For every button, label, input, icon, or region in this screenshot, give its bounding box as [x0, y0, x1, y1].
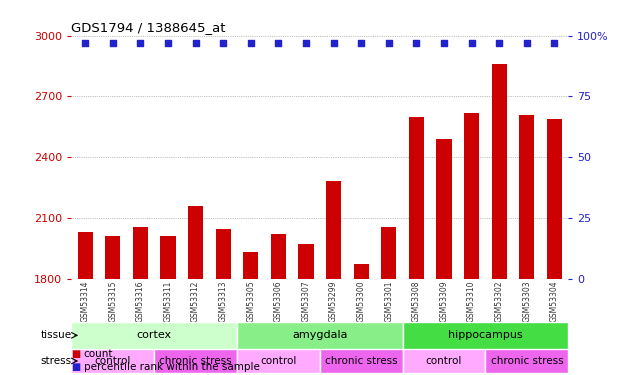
Text: control: control	[94, 356, 131, 366]
Text: hippocampus: hippocampus	[448, 330, 523, 340]
Bar	[320, 349, 402, 373]
Text: chronic stress: chronic stress	[325, 356, 397, 366]
Point	[218, 40, 228, 46]
Point	[550, 40, 560, 46]
Text: GSM53306: GSM53306	[274, 281, 283, 322]
Bar	[160, 236, 176, 279]
Text: ■: ■	[71, 362, 81, 372]
Text: chronic stress: chronic stress	[491, 356, 563, 366]
Bar	[486, 349, 568, 373]
Text: GSM53313: GSM53313	[219, 281, 228, 322]
Bar	[237, 322, 402, 349]
Point	[80, 40, 90, 46]
Bar	[133, 227, 148, 279]
Text: count: count	[84, 350, 114, 359]
Bar	[71, 349, 154, 373]
Point	[466, 40, 476, 46]
Point	[191, 40, 201, 46]
Text: percentile rank within the sample: percentile rank within the sample	[84, 362, 260, 372]
Text: GSM53311: GSM53311	[163, 281, 173, 322]
Bar	[105, 236, 120, 279]
Bar	[492, 64, 507, 279]
Bar	[547, 118, 562, 279]
Text: GSM53316: GSM53316	[136, 281, 145, 322]
Point	[329, 40, 338, 46]
Point	[439, 40, 449, 46]
Text: cortex: cortex	[137, 330, 172, 340]
Bar	[243, 252, 258, 279]
Text: GSM53304: GSM53304	[550, 281, 559, 322]
Bar	[326, 182, 341, 279]
Bar	[237, 349, 320, 373]
Text: control: control	[426, 356, 462, 366]
Text: tissue: tissue	[40, 330, 71, 340]
Text: chronic stress: chronic stress	[160, 356, 232, 366]
Point	[163, 40, 173, 46]
Point	[384, 40, 394, 46]
Bar	[215, 229, 231, 279]
Text: GSM53315: GSM53315	[108, 281, 117, 322]
Bar	[71, 322, 237, 349]
Bar	[188, 206, 203, 279]
Text: GSM53307: GSM53307	[302, 281, 310, 322]
Text: control: control	[260, 356, 297, 366]
Point	[356, 40, 366, 46]
Point	[273, 40, 283, 46]
Bar	[409, 117, 424, 279]
Bar	[381, 227, 396, 279]
Text: GSM53303: GSM53303	[522, 281, 532, 322]
Bar	[271, 234, 286, 279]
Point	[494, 40, 504, 46]
Point	[412, 40, 422, 46]
Bar	[154, 349, 237, 373]
Text: GSM53302: GSM53302	[495, 281, 504, 322]
Text: GSM53312: GSM53312	[191, 281, 200, 322]
Text: amygdala: amygdala	[292, 330, 348, 340]
Point	[108, 40, 118, 46]
Text: ■: ■	[71, 350, 81, 359]
Bar	[402, 349, 486, 373]
Bar	[353, 264, 369, 279]
Bar	[299, 244, 314, 279]
Text: GSM53305: GSM53305	[247, 281, 255, 322]
Text: GSM53301: GSM53301	[384, 281, 393, 322]
Bar	[78, 232, 93, 279]
Text: GSM53308: GSM53308	[412, 281, 421, 322]
Text: GSM53299: GSM53299	[329, 281, 338, 322]
Text: GDS1794 / 1388645_at: GDS1794 / 1388645_at	[71, 21, 226, 34]
Text: GSM53314: GSM53314	[81, 281, 89, 322]
Point	[301, 40, 311, 46]
Text: GSM53310: GSM53310	[467, 281, 476, 322]
Text: GSM53300: GSM53300	[356, 281, 366, 322]
Bar	[464, 112, 479, 279]
Bar	[519, 115, 535, 279]
Text: stress: stress	[40, 356, 71, 366]
Text: GSM53309: GSM53309	[440, 281, 448, 322]
Point	[135, 40, 145, 46]
Point	[522, 40, 532, 46]
Bar	[402, 322, 568, 349]
Point	[246, 40, 256, 46]
Bar	[437, 139, 451, 279]
